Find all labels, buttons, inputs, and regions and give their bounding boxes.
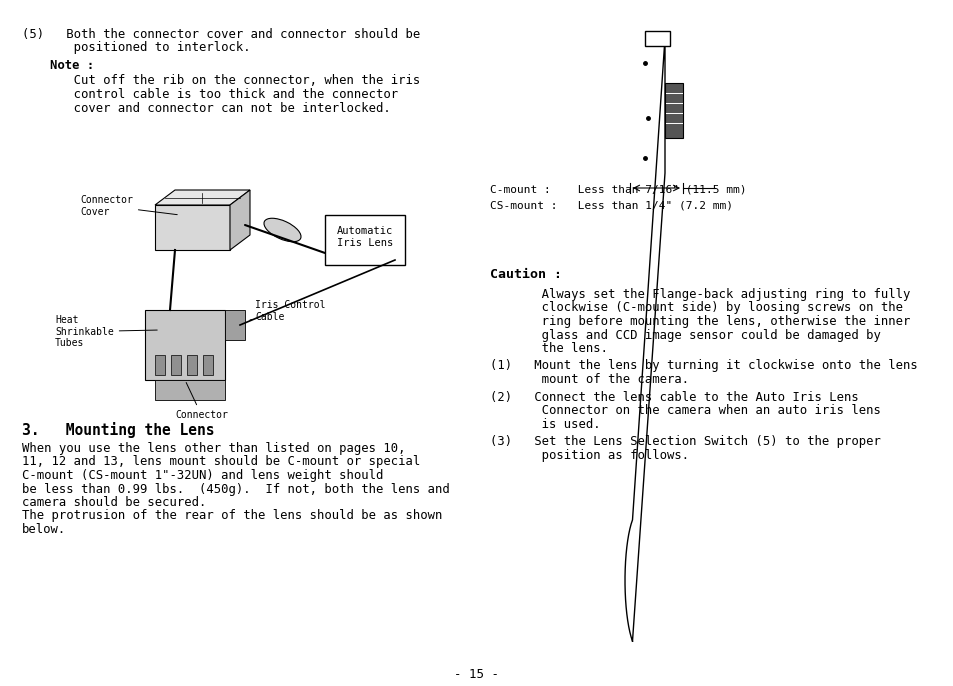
Text: CS-mount :   Less than 1/4" (7.2 mm): CS-mount : Less than 1/4" (7.2 mm)	[490, 201, 732, 211]
Text: position as follows.: position as follows.	[490, 449, 688, 462]
Polygon shape	[154, 190, 250, 205]
Text: Caution :: Caution :	[490, 268, 561, 281]
Text: the lens.: the lens.	[490, 342, 607, 355]
Polygon shape	[624, 38, 664, 641]
Text: (5)   Both the connector cover and connector should be: (5) Both the connector cover and connect…	[22, 28, 420, 41]
Text: below.: below.	[22, 523, 66, 536]
Text: Cut off the rib on the connector, when the iris: Cut off the rib on the connector, when t…	[22, 75, 420, 88]
Text: (1)   Mount the lens by turning it clockwise onto the lens: (1) Mount the lens by turning it clockwi…	[490, 359, 917, 372]
Text: Automatic
Iris Lens: Automatic Iris Lens	[336, 226, 393, 248]
Text: Always set the Flange-back adjusting ring to fully: Always set the Flange-back adjusting rin…	[490, 288, 909, 301]
FancyBboxPatch shape	[325, 215, 405, 265]
Text: (2)   Connect the lens cable to the Auto Iris Lens: (2) Connect the lens cable to the Auto I…	[490, 390, 858, 403]
FancyBboxPatch shape	[145, 310, 225, 380]
Text: ring before mounting the lens, otherwise the inner: ring before mounting the lens, otherwise…	[490, 315, 909, 328]
Text: cover and connector can not be interlocked.: cover and connector can not be interlock…	[22, 102, 391, 115]
FancyBboxPatch shape	[664, 83, 682, 138]
FancyBboxPatch shape	[154, 355, 165, 375]
Polygon shape	[230, 190, 250, 250]
Ellipse shape	[264, 218, 301, 241]
Text: (3)   Set the Lens Selection Switch (5) to the proper: (3) Set the Lens Selection Switch (5) to…	[490, 435, 880, 448]
FancyBboxPatch shape	[187, 355, 196, 375]
FancyBboxPatch shape	[203, 355, 213, 375]
FancyBboxPatch shape	[154, 205, 230, 250]
Text: When you use the lens other than listed on pages 10,: When you use the lens other than listed …	[22, 442, 405, 455]
Text: control cable is too thick and the connector: control cable is too thick and the conne…	[22, 88, 397, 101]
Text: mount of the camera.: mount of the camera.	[490, 373, 688, 386]
Text: 11, 12 and 13, lens mount should be C-mount or special: 11, 12 and 13, lens mount should be C-mo…	[22, 456, 420, 469]
Text: positioned to interlock.: positioned to interlock.	[22, 41, 251, 54]
Text: camera should be secured.: camera should be secured.	[22, 496, 206, 509]
Text: Iris Control
Cable: Iris Control Cable	[250, 300, 325, 322]
Text: glass and CCD image sensor could be damaged by: glass and CCD image sensor could be dama…	[490, 329, 880, 342]
Text: 3.   Mounting the Lens: 3. Mounting the Lens	[22, 422, 214, 438]
Text: Note :: Note :	[50, 59, 94, 72]
Text: - 15 -: - 15 -	[454, 668, 499, 681]
Text: The protrusion of the rear of the lens should be as shown: The protrusion of the rear of the lens s…	[22, 510, 442, 523]
Text: C-mount (CS-mount 1"-32UN) and lens weight should: C-mount (CS-mount 1"-32UN) and lens weig…	[22, 469, 383, 482]
Text: clockwise (C-mount side) by loosing screws on the: clockwise (C-mount side) by loosing scre…	[490, 302, 902, 314]
FancyBboxPatch shape	[644, 31, 669, 46]
Text: Connector: Connector	[174, 383, 228, 420]
Text: Connector
Cover: Connector Cover	[80, 195, 177, 217]
Text: Connector on the camera when an auto iris lens: Connector on the camera when an auto iri…	[490, 404, 880, 417]
FancyBboxPatch shape	[225, 310, 245, 340]
Text: is used.: is used.	[490, 418, 600, 431]
FancyBboxPatch shape	[154, 380, 225, 400]
Text: C-mount :    Less than 7/16" (11.5 mm): C-mount : Less than 7/16" (11.5 mm)	[490, 185, 745, 195]
Text: be less than 0.99 lbs.  (450g).  If not, both the lens and: be less than 0.99 lbs. (450g). If not, b…	[22, 482, 449, 495]
Text: Heat
Shrinkable
Tubes: Heat Shrinkable Tubes	[55, 315, 157, 348]
FancyBboxPatch shape	[171, 355, 181, 375]
